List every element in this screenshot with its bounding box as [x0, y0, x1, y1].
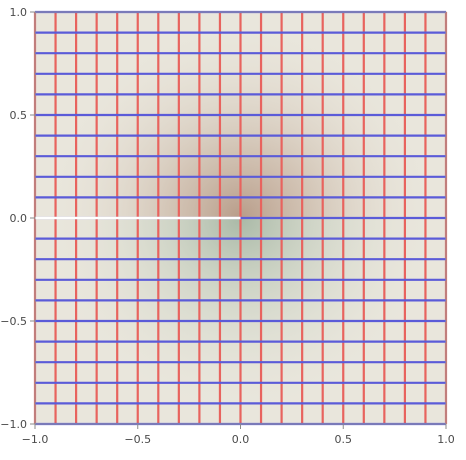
y-tick-label: 0.0 — [10, 212, 28, 225]
x-tick-label: −1.0 — [22, 433, 49, 446]
tick-labels: −1.0 −0.5 0.0 0.5 1.0 −1.0 −0.5 0.0 0.5 1.0 — [0, 6, 454, 446]
grid-lines — [33, 10, 448, 426]
y-tick-label: −0.5 — [0, 315, 27, 328]
x-tick-label: 0.5 — [335, 433, 353, 446]
x-tick-label: 1.0 — [437, 433, 455, 446]
axes — [30, 11, 447, 429]
y-tick-label: 0.5 — [10, 109, 28, 122]
x-tick-label: −0.5 — [124, 433, 151, 446]
x-tick-label: 0.0 — [232, 433, 250, 446]
y-tick-label: −1.0 — [0, 418, 27, 431]
y-tick-label: 1.0 — [10, 6, 28, 19]
